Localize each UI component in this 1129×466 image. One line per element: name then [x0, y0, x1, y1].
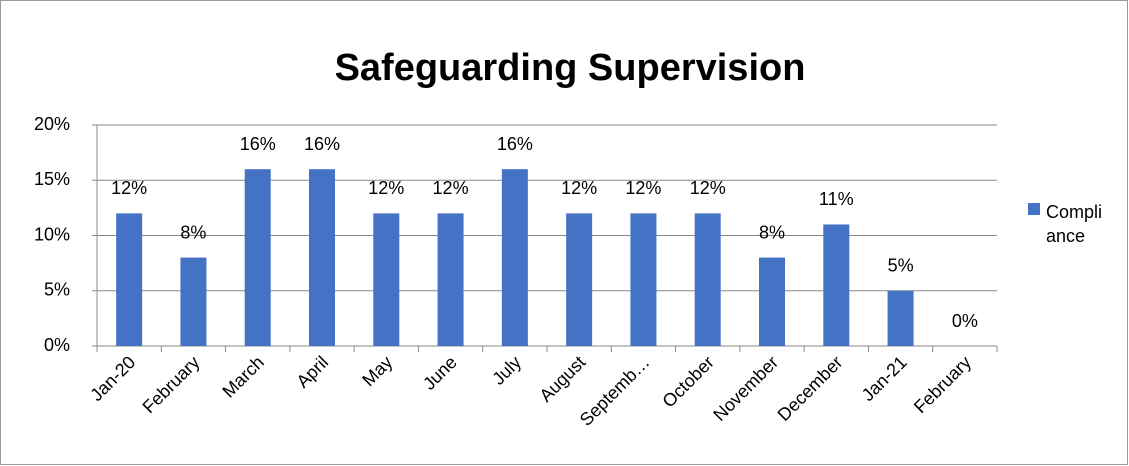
legend: Compliance: [1028, 200, 1102, 248]
y-tick-label: 5%: [44, 280, 70, 300]
bar: [823, 224, 850, 346]
legend-swatch: [1028, 203, 1040, 215]
value-label: 12%: [561, 178, 597, 198]
y-tick-label: 20%: [34, 114, 70, 134]
legend-label: Compliance: [1046, 202, 1103, 246]
value-label: 12%: [690, 178, 726, 198]
y-tick-label: 15%: [34, 169, 70, 189]
y-tick-label: 0%: [44, 335, 70, 355]
y-tick-label: 10%: [34, 224, 70, 244]
value-label: 11%: [819, 189, 854, 209]
value-label: 12%: [111, 178, 147, 198]
value-label: 8%: [180, 222, 206, 242]
bar: [887, 290, 914, 346]
bar: [630, 213, 657, 346]
chart-title: Safeguarding Supervision: [335, 47, 806, 89]
bar: [694, 213, 721, 346]
value-label: 12%: [368, 178, 404, 198]
bar: [309, 169, 335, 346]
value-label: 12%: [625, 178, 661, 198]
bar: [244, 169, 271, 346]
bar: [566, 213, 593, 346]
bar: [180, 257, 207, 346]
bar: [116, 213, 143, 346]
bar: [501, 169, 528, 346]
value-label: 16%: [497, 134, 533, 154]
value-label: 12%: [433, 178, 469, 198]
bar: [759, 257, 785, 346]
value-label: 16%: [304, 134, 340, 154]
bar: [437, 213, 464, 346]
bar: [373, 213, 400, 346]
value-label: 16%: [240, 134, 276, 154]
value-label: 0%: [952, 311, 978, 331]
value-label: 5%: [888, 256, 914, 276]
value-label: 8%: [759, 222, 785, 242]
